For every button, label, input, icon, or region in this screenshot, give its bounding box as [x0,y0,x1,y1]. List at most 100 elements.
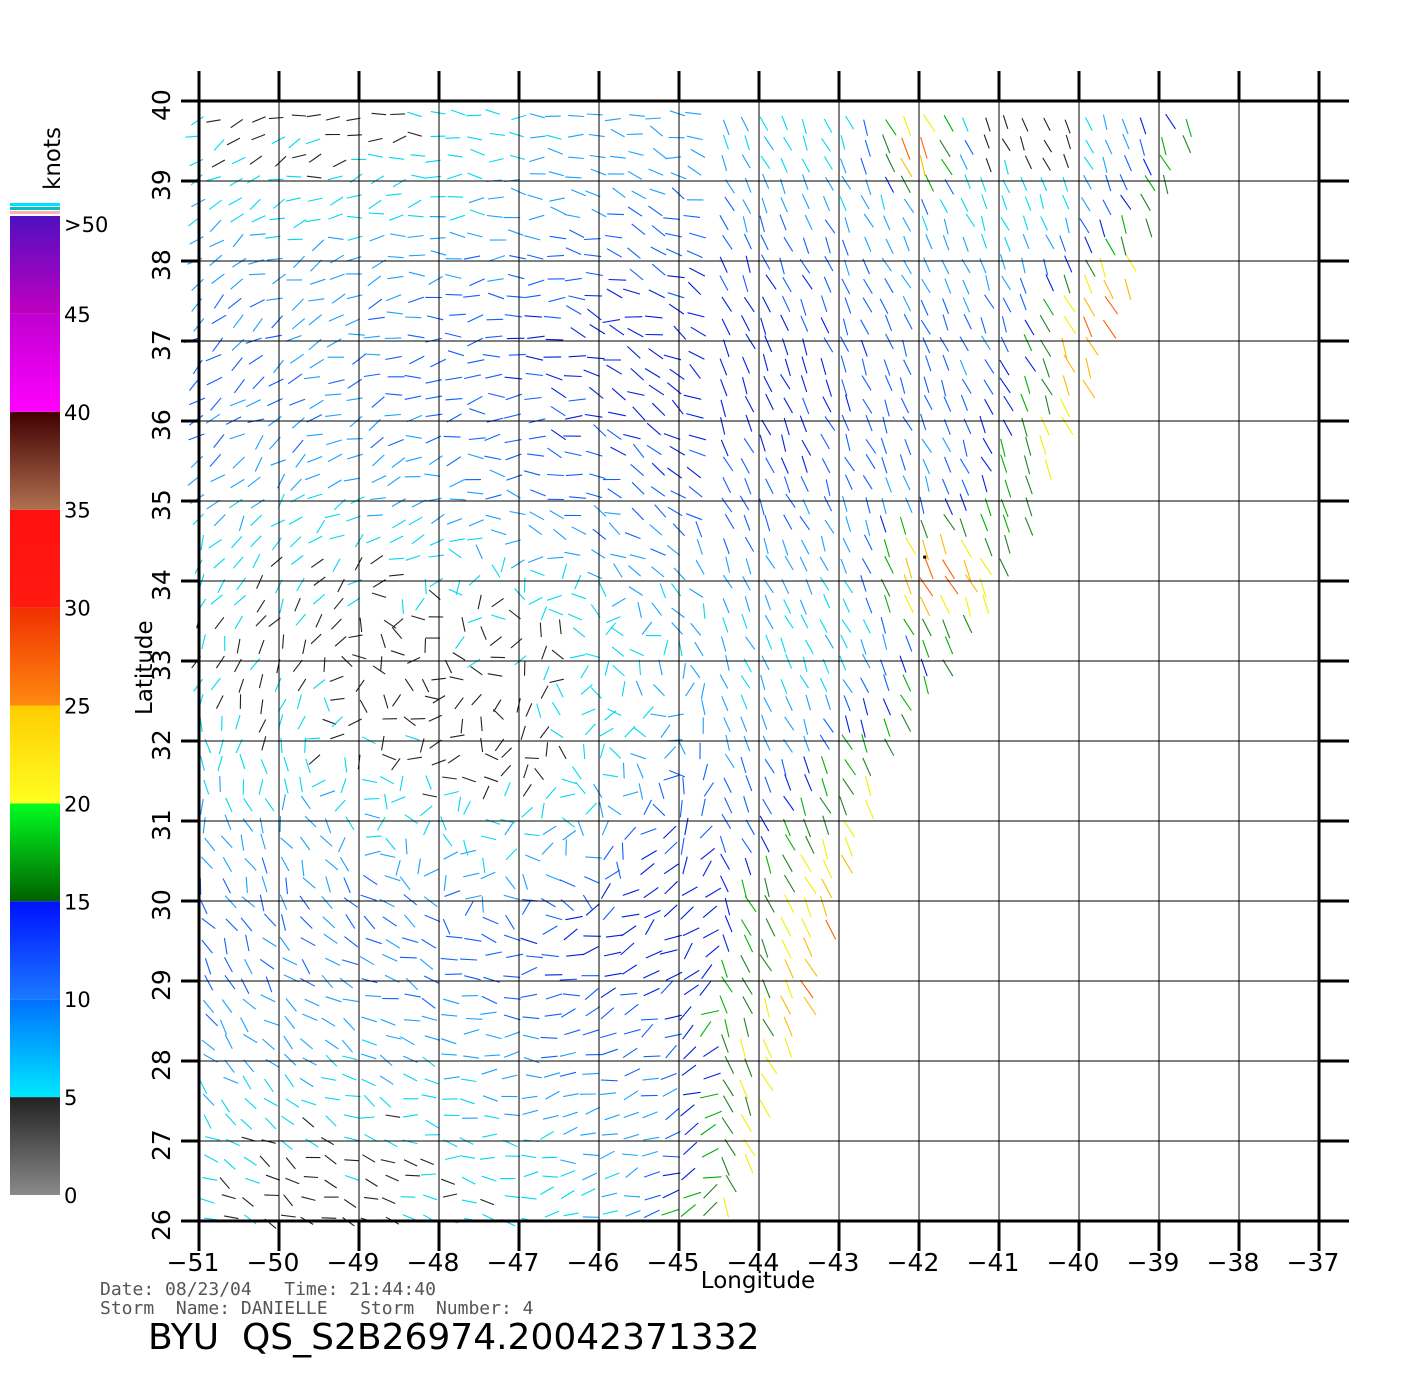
wind-vector [445,973,463,975]
wind-vector [287,238,303,241]
wind-vector [690,326,707,337]
wind-vector [840,558,848,574]
wind-vector [720,853,730,870]
wind-vector [243,1059,255,1073]
wind-vector [242,1075,252,1090]
wind-vector [825,694,831,710]
wind-vector [385,355,402,361]
wind-vector [741,838,752,854]
wind-vector [324,1179,338,1189]
wind-vector [902,296,911,312]
wind-vector [486,417,504,423]
wind-vector [202,1093,215,1106]
y-tick-label: 34 [147,569,176,601]
wind-vector [348,718,362,727]
wind-vector [371,592,387,598]
wind-vector [744,1058,753,1077]
wind-vector [671,399,684,415]
wind-vector [245,1177,260,1184]
wind-vector [250,535,262,548]
wind-vector [234,615,243,630]
wind-vector [841,278,851,295]
wind-vector [744,1153,754,1174]
wind-vector [564,1029,581,1036]
wind-vector [545,914,563,921]
wind-vector [281,1214,296,1218]
wind-vector [602,773,618,778]
wind-vector [584,253,602,258]
wind-vector [598,582,607,597]
wind-vector [648,289,665,299]
wind-vector [651,263,666,276]
wind-vector [359,617,363,633]
wind-vector [589,324,606,335]
wind-vector [514,588,526,601]
wind-vector [628,586,643,596]
wind-vector [204,958,212,975]
wind-vector [384,337,402,340]
wind-vector [744,857,752,876]
wind-vector [803,718,809,735]
wind-vector [844,217,851,233]
wind-vector [467,453,484,460]
wind-vector [422,1056,436,1068]
wind-vector [407,657,421,664]
wind-vector [784,555,794,571]
wind-vector [565,176,582,179]
wind-vector [556,683,564,698]
wind-vector [524,235,541,241]
wind-vector [211,273,225,284]
wind-vector [925,174,934,192]
wind-vector [258,719,267,733]
wind-vector [542,1114,559,1120]
wind-vector [305,1138,319,1148]
wind-vector [459,1098,475,1105]
wind-vector [687,281,702,295]
wind-vector [741,356,751,374]
wind-vector [683,394,702,400]
wind-vector [664,746,676,759]
wind-vector [942,354,950,371]
wind-vector [784,716,795,731]
wind-vector [980,215,986,232]
wind-vector [425,1119,440,1129]
wind-vector [1063,274,1071,294]
wind-vector [229,177,243,187]
wind-vector [290,478,302,491]
wind-vector [285,1098,299,1108]
wind-vector [610,626,624,637]
wind-vector [347,134,362,137]
wind-vector [264,235,281,239]
wind-vector [669,110,686,117]
y-tick-label: 26 [147,1209,176,1241]
wind-vector [300,916,313,929]
wind-vector [740,458,750,474]
wind-vector [525,355,544,361]
wind-vector [563,1212,579,1217]
wind-vector [366,536,381,544]
wind-vector [740,716,748,732]
wind-vector [605,622,617,636]
wind-vector [286,175,302,178]
wind-vector [1041,378,1053,396]
wind-vector [981,194,988,210]
wind-vector [686,466,702,479]
wind-vector [214,616,225,630]
wind-vector [547,147,564,155]
wind-vector [560,1170,576,1177]
wind-vector [689,449,706,457]
wind-vector [702,603,706,619]
wind-vector [304,998,320,1007]
wind-vector [720,379,728,397]
wind-vector [1161,136,1167,156]
wind-vector [745,636,756,650]
wind-vector [643,1209,660,1219]
wind-vector [465,1017,483,1020]
wind-vector [1063,295,1076,313]
wind-vector [563,375,582,378]
wind-vector [782,277,792,293]
wind-vector [903,594,914,614]
wind-vector [399,956,417,959]
wind-vector [745,414,753,432]
wind-vector [884,375,893,392]
